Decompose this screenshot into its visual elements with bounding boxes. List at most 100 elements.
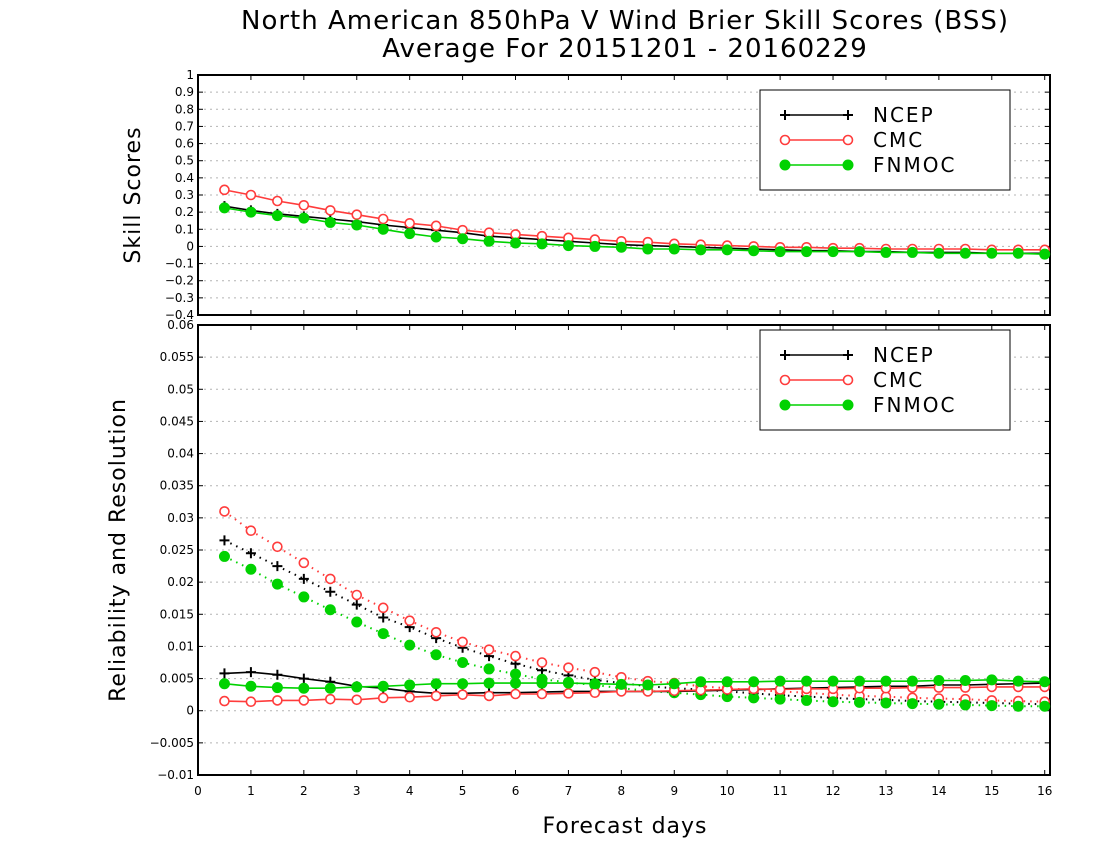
bottom-fnmoc-solid-point [748, 676, 760, 688]
top-panel: −0.4 −0.3 −0.2 −0.1 0 0.1 0.2 0.3 0.4 0.5 0.6 0.7 0.… [121, 68, 1051, 322]
bottom-cmc-dotted-point [298, 557, 310, 569]
bottom-cmc-solid-point [510, 688, 521, 700]
top-fnmoc-solid-point [324, 216, 336, 228]
top-legend-marker [842, 159, 854, 171]
bottom-cmc-solid-point [457, 689, 468, 700]
bottom-fnmoc-solid-point [430, 678, 442, 690]
bottom-ytick-label: 0.03 [167, 511, 194, 525]
bottom-legend-marker [843, 350, 853, 360]
top-cmc-solid-point [219, 184, 230, 196]
bottom-fnmoc-solid-point [562, 677, 574, 689]
top-ytick-label: 0.2 [175, 205, 194, 219]
top-ytick-label: 0.6 [175, 137, 194, 151]
bottom-fnmoc-dotted-line [224, 555, 1045, 708]
top-cmc-solid-point [377, 213, 389, 225]
bottom-ytick-label: 0.045 [160, 414, 194, 428]
bottom-cmc-dotted-point [510, 650, 521, 662]
bottom-fnmoc-dotted-point [271, 578, 283, 590]
bottom-cmc-solid-point [483, 690, 495, 702]
top-fnmoc-solid-point [404, 228, 416, 240]
bottom-cmc-dotted-point [589, 666, 601, 678]
top-cmc-solid-point [324, 205, 336, 216]
bottom-fnmoc-dotted-point [218, 550, 230, 562]
bottom-fnmoc-dotted-point [298, 591, 310, 603]
bottom-legend-item-cmc: CMC [779, 368, 922, 392]
bottom-fnmoc-dotted-point [853, 696, 865, 708]
top-ytick-label: 0.3 [175, 188, 194, 202]
bottom-fnmoc-dotted-point [457, 657, 469, 668]
xtick-label: 0 [194, 784, 202, 798]
bottom-ytick-label: 0.025 [160, 543, 194, 557]
top-fnmoc-solid-point [668, 243, 680, 255]
bottom-ytick-label: 0.02 [167, 575, 194, 589]
bottom-fnmoc-solid-point [959, 675, 971, 686]
top-ytick-label: 0.4 [175, 171, 194, 185]
bottom-fnmoc-solid-point [298, 682, 310, 694]
top-legend-marker [779, 134, 791, 146]
xtick-label: 4 [406, 784, 414, 798]
top-ytick-label: 0.5 [175, 154, 194, 168]
top-fnmoc-solid-point [1012, 247, 1024, 259]
bottom-legend-label: NCEP [873, 343, 935, 367]
top-legend-marker [842, 134, 854, 146]
top-ytick-label: −0.2 [165, 274, 194, 288]
bottom-y-axis-label: Reliability and Resolution [106, 398, 131, 702]
bottom-ncep-dotted-point [378, 612, 389, 623]
top-fnmoc-solid-point [510, 237, 522, 249]
bottom-ncep-dotted-point [219, 535, 230, 546]
xtick-label: 10 [720, 784, 735, 798]
bottom-fnmoc-dotted-point [774, 693, 786, 705]
bottom-cmc-solid-point [404, 691, 415, 703]
bottom-fnmoc-dotted-point [1039, 700, 1051, 712]
top-fnmoc-solid-point [933, 247, 945, 259]
bottom-fnmoc-solid-point [827, 675, 839, 687]
top-fnmoc-solid-point [562, 240, 574, 252]
top-fnmoc-solid-point [959, 247, 971, 259]
top-ytick-label: 0.1 [175, 222, 194, 236]
bottom-ytick-label: 0.005 [160, 672, 194, 686]
bottom-fnmoc-dotted-point [404, 639, 416, 651]
top-ytick-label: −0.1 [165, 257, 194, 271]
bottom-ncep-dotted-point [325, 586, 336, 597]
plot-layer: −0.4 −0.3 −0.2 −0.1 0 0.1 0.2 0.3 0.4 0.5 0.6 0.7 0.… [106, 68, 1052, 798]
bottom-fnmoc-dotted-point [245, 563, 257, 575]
top-ytick-label: −0.4 [165, 308, 194, 322]
top-fnmoc-solid-point [218, 202, 230, 214]
bottom-fnmoc-solid-point [615, 678, 627, 690]
bottom-fnmoc-dotted-series [218, 550, 1051, 712]
bottom-fnmoc-dotted-point [801, 694, 813, 706]
bottom-fnmoc-dotted-point [906, 698, 918, 710]
bottom-cmc-solid-point [563, 688, 574, 699]
xtick-label: 2 [300, 784, 308, 798]
bottom-cmc-dotted-point [272, 541, 283, 553]
bottom-fnmoc-dotted-point [351, 616, 363, 628]
xtick-label: 8 [618, 784, 626, 798]
bottom-cmc-solid-point [324, 693, 336, 705]
bottom-cmc-dotted-point [430, 626, 442, 638]
top-legend-item-fnmoc: FNMOC [779, 153, 956, 177]
top-legend-label: FNMOC [873, 153, 956, 177]
bottom-cmc-solid-series [219, 681, 1051, 708]
top-fnmoc-solid-point [271, 210, 283, 222]
bottom-legend-item-ncep: NCEP [780, 343, 935, 367]
bottom-legend-marker [779, 374, 791, 386]
top-ytick-label: 0.9 [175, 85, 194, 99]
bottom-fnmoc-solid-point [1012, 675, 1024, 687]
bottom-cmc-solid-point [589, 687, 601, 699]
top-fnmoc-solid-point [642, 243, 654, 255]
bottom-fnmoc-solid-series [218, 674, 1051, 694]
bottom-legend-marker [779, 399, 791, 411]
bottom-fnmoc-solid-point [668, 678, 680, 690]
bottom-ncep-dotted-point [351, 599, 362, 610]
top-fnmoc-solid-point [827, 246, 839, 258]
bottom-ytick-label: 0.06 [167, 318, 194, 332]
bottom-fnmoc-solid-point [801, 675, 813, 687]
top-ytick-label: 0 [186, 239, 194, 253]
bottom-fnmoc-solid-point [1039, 676, 1051, 688]
top-cmc-solid-point [351, 209, 363, 221]
top-cmc-solid-point [298, 199, 310, 211]
bottom-ytick-label: 0.055 [160, 350, 194, 364]
bottom-fnmoc-solid-point [906, 675, 918, 687]
bottom-ncep-solid-series [219, 667, 1050, 699]
